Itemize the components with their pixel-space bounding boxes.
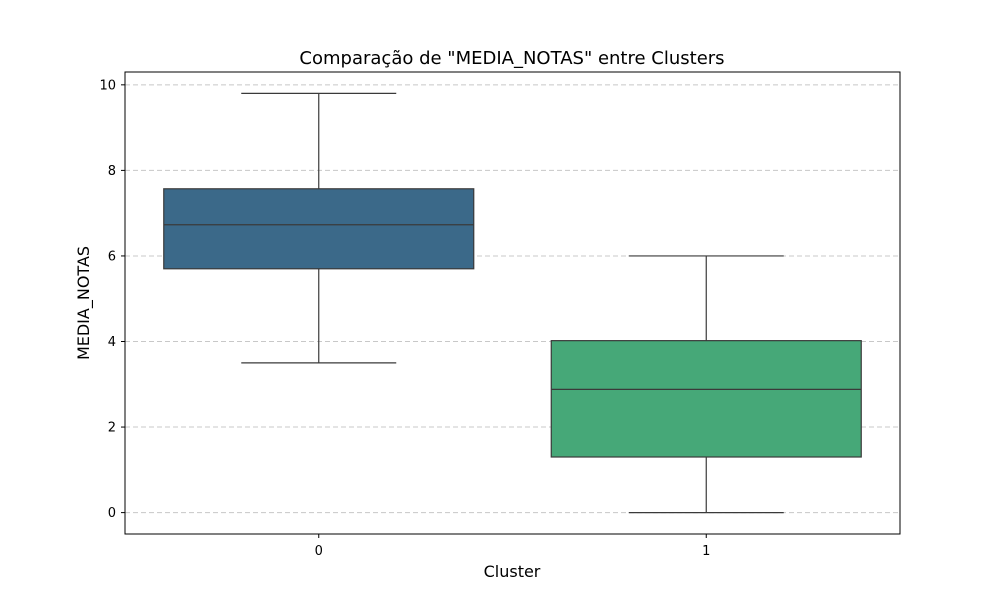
x-tick-label: 0 bbox=[315, 544, 323, 559]
y-tick-label: 4 bbox=[108, 335, 116, 350]
x-tick-label: 1 bbox=[702, 544, 710, 559]
y-axis-ticks: 0 2 4 6 8 10 bbox=[99, 78, 125, 521]
chart-title: Comparação de "MEDIA_NOTAS" entre Cluste… bbox=[299, 48, 724, 69]
y-tick-label: 6 bbox=[108, 249, 116, 264]
box-cluster-1 bbox=[550, 340, 862, 458]
y-tick-label: 8 bbox=[108, 164, 116, 179]
y-axis-label: MEDIA_NOTAS bbox=[74, 246, 94, 360]
y-tick-label: 0 bbox=[108, 506, 116, 521]
x-axis-label: Cluster bbox=[484, 562, 541, 581]
y-tick-label: 2 bbox=[108, 421, 116, 436]
box-cluster-0 bbox=[163, 188, 475, 270]
y-tick-label: 10 bbox=[99, 78, 116, 93]
plot-frame bbox=[124, 71, 901, 535]
boxes-layer bbox=[163, 92, 862, 514]
